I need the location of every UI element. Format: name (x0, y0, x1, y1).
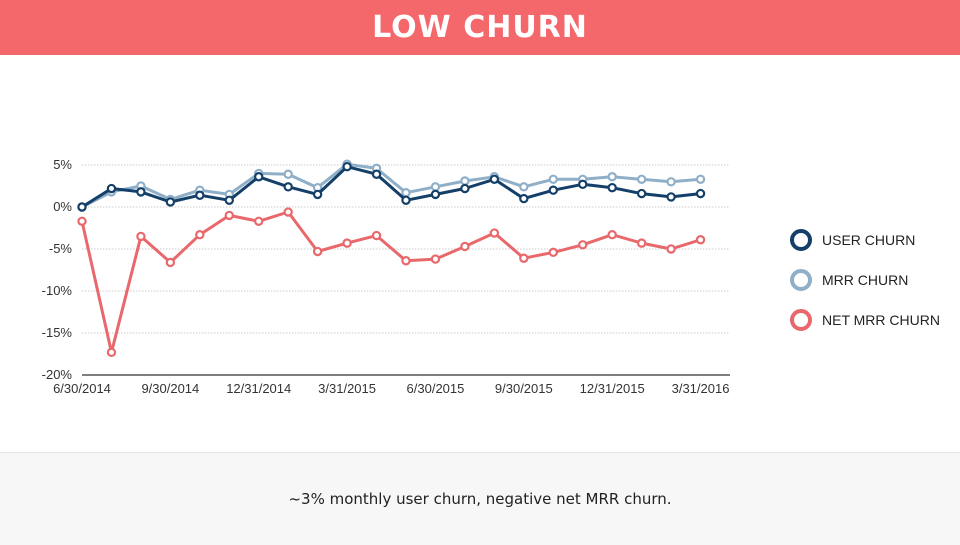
data-point (636, 174, 647, 184)
data-point (195, 230, 205, 240)
x-tick-label: 9/30/2015 (495, 381, 553, 396)
series-line (80, 210, 701, 354)
data-point (283, 182, 293, 192)
data-point (460, 241, 470, 252)
caption-band: ~3% monthly user churn, negative net MRR… (0, 452, 960, 545)
data-point (519, 193, 529, 204)
data-point (254, 172, 264, 182)
data-point (548, 174, 558, 184)
data-point (519, 182, 529, 192)
churn-line-chart: 5% 0% -5% -10% -15% -20%6/30/2014 9/30/2014 12/… (42, 157, 730, 396)
chart-area: 5% 0% -5% -10% -15% -20% 6/30/2014 9/30/2014 12/… (0, 55, 960, 452)
data-point (342, 238, 352, 248)
data-point (548, 185, 558, 195)
x-tick-label: 3/31/2015 (318, 381, 376, 396)
data-point (136, 231, 146, 242)
data-point (106, 347, 117, 358)
data-point (548, 247, 558, 258)
x-tick-label: 12/31/2015 (580, 381, 645, 396)
data-point (636, 238, 647, 248)
data-point (165, 257, 176, 268)
data-point (695, 174, 706, 184)
data-point (371, 230, 382, 241)
chart-legend: USER CHURN MRR CHURN NET MRR CHURN (790, 220, 955, 340)
data-point (77, 216, 87, 226)
data-point (489, 174, 500, 184)
y-tick-label: 5% (53, 157, 72, 172)
data-point (460, 183, 470, 194)
data-point (342, 161, 352, 172)
caption-text: ~3% monthly user churn, negative net MRR… (288, 490, 672, 508)
data-point (636, 188, 647, 199)
series-line (81, 162, 701, 209)
data-point (77, 202, 87, 212)
legend-label: USER CHURN (822, 232, 916, 248)
data-point (136, 187, 146, 197)
data-point (430, 254, 441, 264)
data-point (401, 188, 411, 198)
legend-item: NET MRR CHURN (790, 300, 955, 340)
data-point (430, 182, 441, 192)
series-line (81, 165, 701, 209)
data-point (666, 244, 676, 254)
data-point (312, 189, 323, 200)
x-tick-label: 6/30/2014 (53, 381, 111, 396)
data-point (666, 192, 676, 202)
y-tick-label: -5% (49, 241, 73, 256)
data-point (607, 230, 617, 240)
data-point (106, 183, 117, 194)
data-point (401, 195, 411, 205)
legend-marker (790, 269, 812, 291)
y-tick-label: -15% (42, 325, 73, 340)
data-point (283, 169, 293, 179)
data-point (695, 235, 706, 245)
data-point (695, 188, 706, 199)
legend-item: MRR CHURN (790, 260, 955, 300)
legend-marker (790, 309, 812, 331)
y-tick-label: -20% (42, 367, 73, 382)
data-point (283, 207, 293, 217)
data-point (666, 177, 676, 187)
data-point (578, 240, 588, 250)
data-point (489, 228, 500, 238)
data-point (430, 189, 441, 200)
legend-label: NET MRR CHURN (822, 312, 940, 328)
data-point (607, 172, 617, 182)
data-point (607, 182, 617, 193)
legend-label: MRR CHURN (822, 272, 909, 288)
data-point (578, 179, 588, 190)
data-point (401, 256, 411, 266)
data-point (519, 253, 529, 263)
data-point (371, 169, 382, 179)
title-banner: LOW CHURN (0, 0, 960, 55)
data-point (312, 246, 323, 257)
x-tick-label: 3/31/2016 (672, 381, 730, 396)
legend-marker (790, 229, 812, 251)
data-point (224, 210, 234, 221)
x-tick-label: 12/31/2014 (226, 381, 291, 396)
y-tick-label: 0% (53, 199, 72, 214)
data-point (165, 197, 176, 207)
page-title: LOW CHURN (372, 10, 588, 45)
y-tick-label: -10% (42, 283, 73, 298)
data-point (224, 195, 234, 205)
legend-item: USER CHURN (790, 220, 955, 260)
data-point (254, 216, 264, 226)
data-point (195, 190, 205, 200)
x-tick-label: 9/30/2014 (141, 381, 199, 396)
data-point (460, 176, 470, 186)
x-tick-label: 6/30/2015 (407, 381, 465, 396)
